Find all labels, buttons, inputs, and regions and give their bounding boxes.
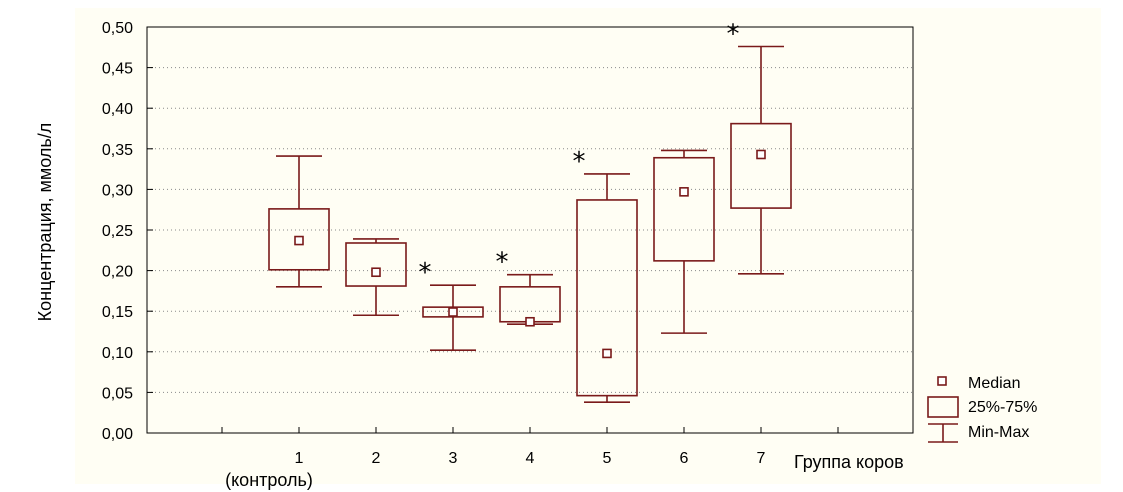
y-tick-label: 0,00: [102, 426, 133, 443]
median-marker: [525, 316, 535, 327]
legend-iqr-symbol: [927, 396, 959, 418]
y-tick-label: 0,10: [102, 345, 133, 362]
significance-marker: *: [727, 19, 740, 49]
x-tick-label: 3: [449, 450, 458, 467]
y-tick-label: 0,15: [102, 304, 133, 321]
legend-median: Median: [937, 375, 1020, 392]
y-tick-label: 0,50: [102, 20, 133, 37]
y-tick-label: 0,25: [102, 223, 133, 240]
significance-marker: *: [573, 147, 586, 177]
legend: Median 25%-75% Min-Max: [927, 375, 1037, 443]
x-tick-label: 7: [757, 450, 766, 467]
box-group-1: [268, 155, 330, 288]
y-tick-label: 0,05: [102, 385, 133, 402]
boxes: * * * *: [268, 19, 792, 403]
significance-marker: *: [419, 258, 432, 288]
median-marker: [371, 267, 381, 278]
gridlines: [147, 67, 913, 393]
x-tick-label: 5: [603, 450, 612, 467]
box-iqr: [345, 242, 407, 287]
x-tick-label: 4: [526, 450, 535, 467]
x-axis-label: Группа коров: [794, 452, 904, 472]
x-tick-sublabel: (контроль): [225, 470, 313, 490]
legend-median-symbol: [937, 376, 947, 386]
legend-median-label: Median: [968, 375, 1020, 392]
significance-marker: *: [496, 248, 509, 278]
box-iqr: [268, 208, 330, 271]
y-tick-label: 0,20: [102, 264, 133, 281]
box-iqr: [730, 122, 792, 209]
y-tick-label: 0,35: [102, 142, 133, 159]
median-marker: [448, 307, 458, 317]
y-tick-label: 0,40: [102, 101, 133, 118]
legend-iqr-label: 25%-75%: [968, 399, 1037, 416]
median-marker: [679, 187, 689, 197]
median-marker: [756, 149, 766, 160]
legend-minmax-label: Min-Max: [968, 424, 1029, 441]
box-group-6: [653, 149, 715, 334]
box-group-4: *: [496, 248, 561, 327]
median-marker: [602, 348, 612, 359]
box-iqr: [576, 199, 638, 397]
box-iqr: [499, 286, 561, 323]
box-group-2: [345, 238, 407, 317]
y-axis: 0,00 0,05 0,10 0,15 0,20 0,25 0,30 0,35 0,40 0,45…: [102, 20, 153, 443]
x-axis: 1 (контроль) 2 3 4 5 6 7: [221, 427, 839, 490]
chart-background: [75, 8, 1101, 484]
y-tick-label: 0,30: [102, 182, 133, 199]
legend-minmax: Min-Max: [928, 423, 1029, 443]
x-tick-label: 1: [295, 450, 304, 467]
y-tick-label: 0,45: [102, 61, 133, 78]
box-iqr: [422, 306, 484, 318]
median-marker: [294, 235, 304, 246]
box-group-3: *: [419, 258, 484, 351]
box-group-5: *: [573, 147, 638, 403]
plot-area: [146, 26, 914, 434]
box-iqr: [653, 156, 715, 262]
x-tick-label: 2: [372, 450, 381, 467]
box-group-7: *: [727, 19, 792, 275]
y-axis-label: Концентрация, ммоль/л: [35, 123, 55, 322]
legend-iqr: 25%-75%: [927, 396, 1037, 418]
x-tick-label: 6: [680, 450, 689, 467]
